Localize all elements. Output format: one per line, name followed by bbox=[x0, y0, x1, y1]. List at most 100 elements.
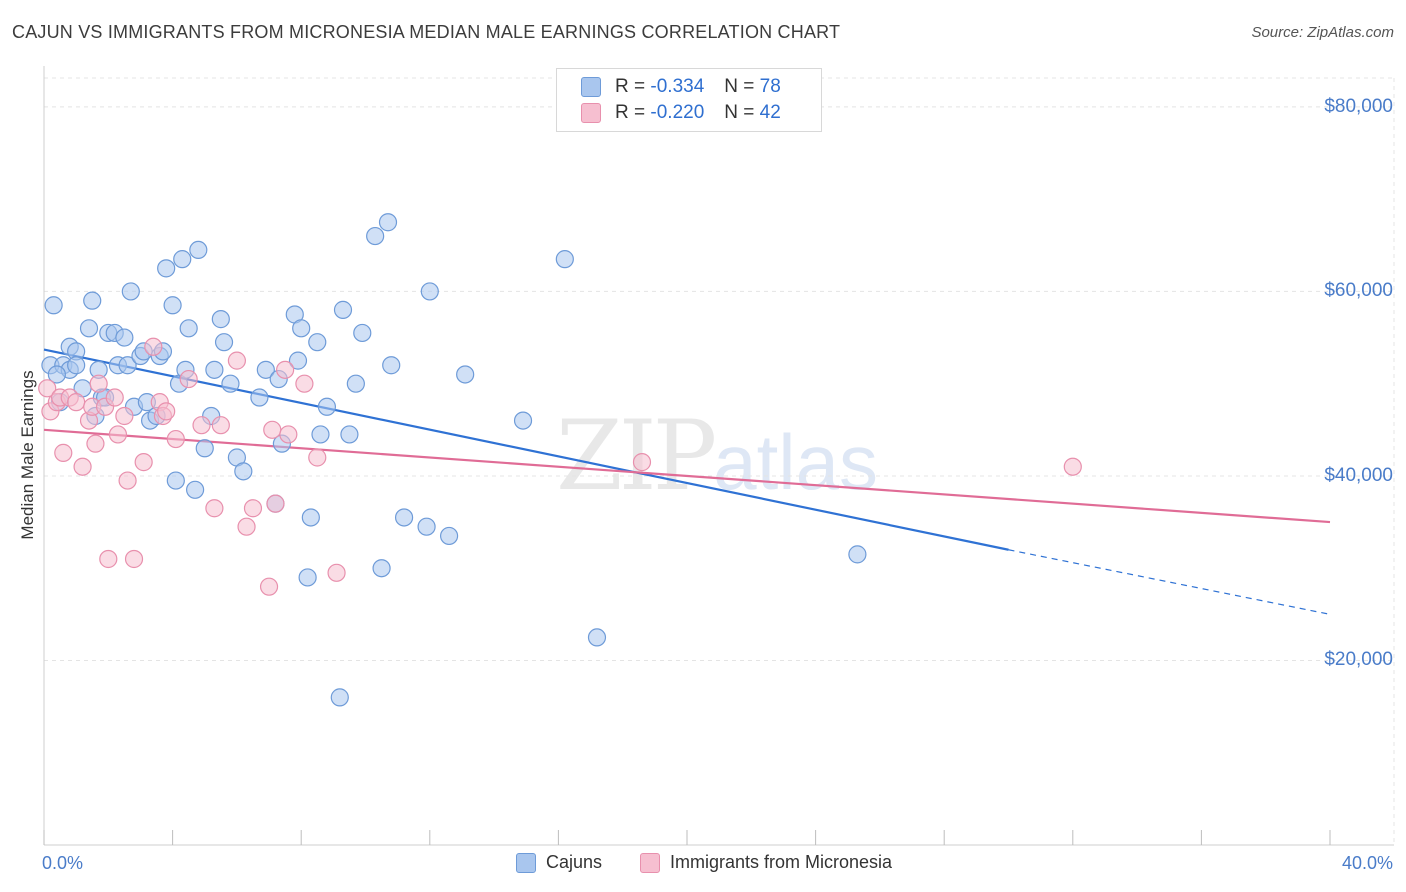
cajun-point bbox=[456, 365, 475, 384]
micronesia-point bbox=[308, 448, 327, 467]
cajun-point bbox=[372, 559, 391, 578]
cajun-point bbox=[420, 282, 439, 301]
micronesia-point bbox=[118, 471, 137, 490]
cajun-point bbox=[211, 310, 230, 329]
legend-r-label: R = bbox=[615, 76, 646, 97]
cajun-point bbox=[44, 296, 63, 315]
source-label: Source: ZipAtlas.com bbox=[1251, 24, 1394, 41]
cajun-point bbox=[587, 628, 607, 647]
legend-n-label: N = bbox=[724, 102, 755, 123]
cajun-point bbox=[298, 568, 317, 587]
cajun-point bbox=[292, 319, 311, 338]
chart-title: CAJUN VS IMMIGRANTS FROM MICRONESIA MEDI… bbox=[12, 22, 841, 42]
legend-row-cajuns: R = -0.334 N = 78 bbox=[581, 75, 781, 99]
grid bbox=[44, 77, 1395, 845]
cajun-point bbox=[308, 333, 327, 352]
cajun-point bbox=[353, 323, 372, 343]
cajun-point bbox=[205, 360, 224, 379]
legend-swatch-pink bbox=[581, 103, 601, 123]
micronesia-point bbox=[632, 453, 652, 472]
cajun-point bbox=[166, 471, 185, 490]
micronesia-point bbox=[243, 499, 263, 518]
micronesia-point bbox=[266, 494, 285, 513]
cajun-point bbox=[555, 250, 574, 269]
cajun-point bbox=[256, 360, 275, 379]
bottom-legend-swatch-blue bbox=[516, 852, 536, 873]
legend-row-micronesia: R = -0.220 N = 42 bbox=[581, 101, 781, 125]
cajun-point bbox=[179, 319, 198, 338]
y-tick-label: $40,000 bbox=[1324, 464, 1393, 486]
cajun-point bbox=[118, 356, 137, 375]
cajun-point bbox=[186, 480, 205, 499]
micronesia-point bbox=[192, 416, 211, 435]
micronesia-point bbox=[211, 416, 230, 435]
micronesia-point bbox=[263, 420, 282, 439]
data-points bbox=[38, 213, 1082, 707]
bottom-legend-micronesia: Immigrants from Micronesia bbox=[640, 852, 892, 873]
micronesia-trend-line bbox=[43, 428, 1331, 524]
micronesia-point bbox=[227, 351, 246, 370]
legend-r-value: -0.220 bbox=[650, 102, 705, 123]
cajun-point bbox=[234, 462, 253, 481]
cajun-point bbox=[214, 333, 234, 352]
micronesia-point bbox=[54, 443, 73, 462]
y-tick-label: $20,000 bbox=[1324, 649, 1393, 671]
y-tick-label: $60,000 bbox=[1324, 280, 1393, 302]
micronesia-point bbox=[157, 402, 176, 421]
cajun-point bbox=[848, 545, 867, 564]
bottom-legend-swatch-pink bbox=[640, 852, 660, 873]
cajun-point bbox=[366, 226, 385, 246]
cajun-point bbox=[346, 374, 365, 393]
cajun-point bbox=[121, 282, 140, 301]
bottom-legend-cajuns: Cajuns bbox=[516, 852, 602, 873]
y-axis-label: Median Male Earnings bbox=[18, 370, 37, 540]
micronesia-point bbox=[144, 337, 163, 356]
micronesia-point bbox=[108, 425, 128, 444]
cajun-point bbox=[83, 291, 102, 310]
trend-lines bbox=[43, 348, 1331, 615]
micronesia-point bbox=[38, 379, 57, 398]
cajun-point bbox=[189, 240, 208, 260]
cajun-point bbox=[311, 425, 330, 444]
y-tick-label: $80,000 bbox=[1324, 95, 1393, 117]
micronesia-point bbox=[1063, 457, 1082, 476]
legend-swatch-blue bbox=[581, 77, 601, 97]
cajun-point bbox=[513, 411, 533, 430]
cajun-point bbox=[250, 388, 269, 407]
legend-n-value: 78 bbox=[759, 76, 781, 97]
cajun-point bbox=[79, 319, 99, 338]
cajun-point bbox=[330, 688, 349, 707]
micronesia-point bbox=[276, 360, 295, 379]
micronesia-point bbox=[73, 457, 92, 476]
cajun-point bbox=[195, 439, 214, 458]
cajun-trend-line bbox=[43, 348, 1009, 551]
axes bbox=[43, 66, 1394, 846]
micronesia-point bbox=[67, 393, 86, 412]
watermark: ZIPatlas bbox=[556, 400, 878, 512]
cajun-point bbox=[163, 296, 182, 315]
cajun-point bbox=[47, 365, 66, 384]
cajun-point bbox=[301, 508, 320, 527]
micronesia-point bbox=[86, 434, 105, 453]
bottom-legend-label: Cajuns bbox=[546, 852, 603, 872]
micronesia-point bbox=[327, 563, 346, 582]
micronesia-point bbox=[89, 374, 108, 393]
cajun-point bbox=[115, 328, 134, 347]
micronesia-point bbox=[134, 453, 153, 472]
cajun-point bbox=[173, 250, 192, 269]
legend-n-label: N = bbox=[724, 76, 755, 97]
micronesia-point bbox=[295, 374, 314, 393]
legend-r-label: R = bbox=[615, 102, 646, 123]
cajun-point bbox=[378, 213, 398, 232]
cajun-point bbox=[221, 374, 240, 393]
bottom-legend-label: Immigrants from Micronesia bbox=[670, 852, 893, 872]
cajun-point bbox=[333, 300, 353, 319]
cajun-point bbox=[382, 356, 401, 375]
micronesia-point bbox=[237, 517, 256, 536]
micronesia-point bbox=[179, 369, 198, 389]
micronesia-point bbox=[124, 549, 144, 569]
legend: R = -0.334 N = 78 R = -0.220 N = 42 bbox=[556, 68, 822, 132]
cajun-point bbox=[157, 259, 176, 278]
cajun-point bbox=[317, 397, 337, 416]
